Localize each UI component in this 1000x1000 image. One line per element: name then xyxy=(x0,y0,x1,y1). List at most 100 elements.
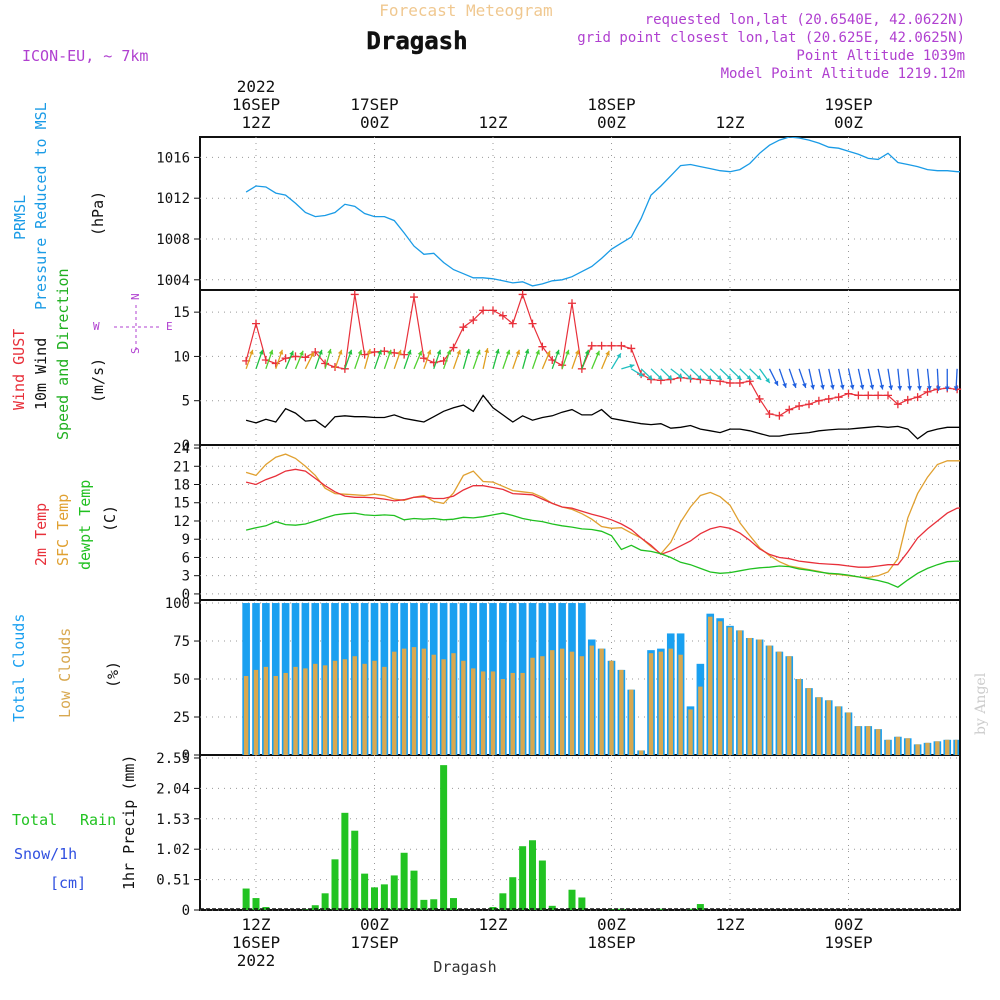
compass-rose: N S W E xyxy=(93,293,173,354)
compass-e: E xyxy=(166,320,173,333)
rain-bar xyxy=(242,888,250,910)
gust-marker xyxy=(370,348,379,356)
gust-marker xyxy=(340,364,349,373)
wind-arrow-head xyxy=(605,350,610,356)
wind-arrow-head xyxy=(616,353,621,359)
wind-arrow-head xyxy=(327,348,332,354)
gust-marker xyxy=(785,405,794,414)
gust-line xyxy=(245,292,960,417)
low-cloud-bar xyxy=(530,657,535,755)
gust-marker xyxy=(864,391,873,400)
low-cloud-bar xyxy=(846,712,851,755)
low-cloud-bar xyxy=(787,656,792,755)
wind-arrow-head xyxy=(782,382,787,388)
low-cloud-bar xyxy=(796,679,802,755)
time-label: 17SEP xyxy=(350,933,398,952)
wind-arrow-head xyxy=(299,350,304,356)
rain-bar xyxy=(568,889,576,910)
rain-bar xyxy=(529,840,536,910)
gust-marker xyxy=(765,410,774,418)
wind-arrow-head xyxy=(357,349,363,355)
wind-arrow-head xyxy=(667,375,673,380)
rain-bar xyxy=(420,899,428,910)
wind-arrow-head xyxy=(584,349,590,355)
low-cloud-bar xyxy=(806,688,812,755)
low-cloud-bar xyxy=(836,706,841,755)
gust-label: Wind GUST xyxy=(10,329,28,410)
snow-unit: [cm] xyxy=(50,874,86,892)
gust-marker xyxy=(400,350,409,359)
rain-bar xyxy=(331,859,339,910)
wind-arrow-head xyxy=(595,350,600,356)
gust-marker xyxy=(755,394,764,403)
wind-arrow-head xyxy=(647,375,653,380)
low-cloud-bar xyxy=(935,741,940,755)
gust-marker xyxy=(410,293,418,302)
wind-frame xyxy=(199,289,961,446)
gust-marker xyxy=(814,396,823,405)
time-label: 00Z xyxy=(834,113,863,132)
low-cloud-bar xyxy=(589,645,594,755)
precip-tick-label: 0.51 xyxy=(156,873,190,889)
wind-panel xyxy=(242,290,962,440)
rain-bar xyxy=(657,908,665,910)
wind-arrow-head xyxy=(318,349,323,355)
wind-arrow-head xyxy=(829,384,835,390)
pressure-tick-label: 1012 xyxy=(156,191,190,207)
gust-marker xyxy=(735,379,744,387)
rain-bar xyxy=(341,812,349,910)
gust-marker xyxy=(291,352,300,361)
time-label: 00Z xyxy=(360,915,389,934)
low-cloud-bar xyxy=(500,679,506,755)
gust-marker xyxy=(252,319,260,328)
precip-panel xyxy=(200,765,960,910)
wind-arrow-head xyxy=(897,385,903,391)
temp-tick-label: 6 xyxy=(182,550,190,566)
low-cloud-bar xyxy=(342,659,348,755)
dewpt-label: dewpt Temp xyxy=(76,480,94,570)
low-cloud-bar xyxy=(737,630,743,755)
panel-frames: 1004100810121016051015036912151821240255… xyxy=(156,136,961,919)
wind-arrow-head xyxy=(765,378,770,383)
wind-arrow-head xyxy=(289,350,294,356)
gust-marker xyxy=(281,354,290,363)
rain-bar xyxy=(351,830,359,910)
wind-arrow-head xyxy=(309,351,315,357)
temp-label: 2m Temp xyxy=(32,503,50,566)
wind-arrow-head xyxy=(677,373,683,379)
gust-marker xyxy=(419,354,428,363)
wind-arrow-head xyxy=(820,384,825,390)
gust-marker xyxy=(607,341,616,350)
low-cloud-bar xyxy=(313,663,318,755)
gust-marker xyxy=(508,319,517,328)
wind-arrow-head xyxy=(657,375,663,380)
wind-arrow-head xyxy=(505,349,511,355)
temp-frame xyxy=(199,444,961,601)
rain-bar xyxy=(430,899,438,910)
wind-arrow-head xyxy=(935,386,941,391)
wind-arrow-head xyxy=(426,349,432,355)
low-cloud-bar xyxy=(303,668,308,755)
rain-bar xyxy=(380,884,388,910)
cloud-tick-label: 100 xyxy=(165,596,190,612)
pressure-panel xyxy=(245,137,960,287)
gust-marker xyxy=(923,387,932,396)
model-altitude: Model Point Altitude 1219.12m xyxy=(721,66,965,82)
rain-bar xyxy=(262,907,270,910)
gust-marker xyxy=(627,344,636,353)
wind-arrow-head xyxy=(638,372,644,377)
temp-tick-label: 0 xyxy=(182,587,190,603)
low-cloud-bar xyxy=(362,663,367,755)
wind-arrow-head xyxy=(347,349,353,355)
low-cloud-bar xyxy=(263,666,269,755)
wind-arrow-head xyxy=(535,349,540,355)
precip-unit: 1hr Precip (mm) xyxy=(120,755,138,890)
time-label: 12Z xyxy=(242,113,271,132)
time-label: 12Z xyxy=(479,113,508,132)
low-cloud-bar xyxy=(510,672,515,755)
low-cloud-bar xyxy=(490,671,496,755)
wind-arrow-head xyxy=(792,382,797,388)
time-label: 00Z xyxy=(360,113,389,132)
